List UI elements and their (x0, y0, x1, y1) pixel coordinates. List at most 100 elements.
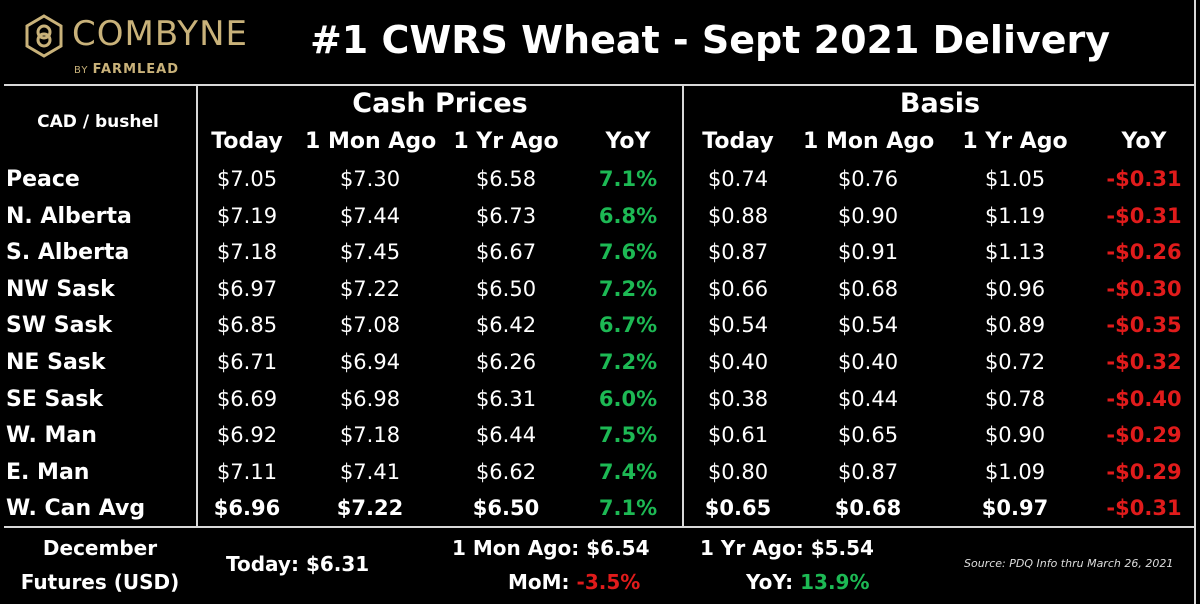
basis-cell: $1.09 (984, 459, 1046, 484)
page-title: #1 CWRS Wheat - Sept 2021 Delivery (309, 18, 1111, 62)
basis-cell: $0.80 (707, 459, 769, 484)
cash-cell: $6.58 (475, 167, 537, 191)
cash-column-header: YoY (605, 129, 651, 154)
cash-cell: 7.4% (598, 459, 658, 484)
cash-cell: $6.97 (216, 276, 278, 301)
footer-rule (4, 526, 1196, 528)
futures-yr: 1 Yr Ago: $5.54 (700, 536, 874, 560)
basis-cell: $0.54 (707, 313, 769, 338)
basis-cell: $0.65 (837, 423, 899, 448)
cash-cell: $6.26 (475, 350, 537, 374)
futures-today-value: $6.31 (305, 552, 370, 576)
cash-cell: 7.5% (598, 423, 658, 448)
cash-cell: 6.8% (598, 203, 658, 228)
basis-cell: $0.66 (707, 276, 769, 301)
cash-cell: $6.42 (475, 313, 537, 338)
basis-cell: $0.54 (837, 313, 899, 338)
divider-left (196, 86, 198, 526)
cash-cell: $6.69 (216, 386, 278, 411)
cash-cell: $7.22 (336, 496, 404, 521)
brand-by: BY (74, 65, 89, 76)
section-cash-prices: Cash Prices (352, 88, 528, 119)
basis-cell: $0.65 (704, 496, 772, 521)
futures-mom: MoM: -3.5% (508, 570, 640, 594)
source-note: Source: PDQ Info thru March 26, 2021 (964, 557, 1174, 570)
region-label: W. Man (6, 423, 97, 449)
futures-mom-value: -3.5% (576, 570, 641, 594)
basis-cell: $0.89 (984, 313, 1046, 338)
cash-cell: $7.41 (339, 459, 401, 484)
basis-cell: $0.38 (707, 386, 769, 411)
basis-cell: $0.97 (981, 496, 1049, 521)
region-label: NW Sask (6, 276, 115, 302)
basis-cell: -$0.40 (1106, 386, 1182, 411)
cash-cell: $7.11 (216, 459, 278, 484)
cash-cell: 6.0% (598, 386, 658, 411)
frame-right (1194, 0, 1196, 604)
cash-cell: $7.22 (339, 276, 401, 301)
cash-cell: $6.50 (475, 276, 537, 301)
cash-cell: $6.94 (339, 350, 401, 374)
cash-cell: $7.44 (339, 203, 401, 228)
basis-cell: $0.90 (984, 423, 1046, 448)
basis-cell: $1.13 (984, 240, 1046, 265)
futures-yoy: YoY: 13.9% (746, 570, 870, 594)
basis-cell: $0.78 (984, 386, 1046, 411)
basis-cell: -$0.29 (1106, 423, 1182, 448)
basis-cell: $0.87 (707, 240, 769, 265)
basis-column-header: 1 Yr Ago (962, 129, 1068, 154)
futures-label-line2: Futures (USD) (20, 570, 180, 594)
region-label: SE Sask (6, 386, 103, 412)
unit-label: CAD / bushel (37, 112, 159, 132)
basis-cell: $0.61 (707, 423, 769, 448)
combyne-hexagon-icon (25, 14, 63, 58)
basis-cell: -$0.31 (1106, 496, 1182, 521)
brand-sub: FARMLEAD (92, 62, 180, 77)
basis-cell: $0.40 (837, 350, 899, 374)
cash-cell: $6.44 (475, 423, 537, 448)
basis-cell: $1.05 (984, 167, 1046, 191)
section-basis: Basis (899, 88, 981, 119)
region-label: NE Sask (6, 350, 106, 375)
basis-cell: $0.76 (837, 167, 899, 191)
futures-mon: 1 Mon Ago: $6.54 (452, 536, 650, 560)
region-label: SW Sask (6, 313, 113, 339)
basis-cell: -$0.29 (1106, 459, 1182, 484)
brand-byline: BY FARMLEAD (74, 62, 179, 77)
cash-cell: $7.19 (216, 203, 278, 228)
region-label: N. Alberta (6, 203, 132, 229)
cash-cell: $6.85 (216, 313, 278, 338)
futures-mon-value: $6.54 (586, 536, 650, 560)
basis-cell: $0.91 (837, 240, 899, 265)
futures-yr-value: $5.54 (810, 536, 874, 560)
basis-cell: -$0.31 (1106, 203, 1182, 228)
basis-cell: $0.96 (984, 276, 1046, 301)
region-label: E. Man (6, 459, 90, 485)
basis-cell: $0.74 (707, 167, 769, 191)
cash-cell: $7.30 (339, 167, 401, 191)
cash-cell: $6.71 (216, 350, 278, 374)
cash-cell: $7.45 (339, 240, 401, 265)
basis-cell: $1.19 (984, 203, 1046, 228)
brand-logo: COMBYNE BY FARMLEAD (24, 6, 247, 78)
cash-cell: $7.18 (216, 240, 278, 265)
cash-cell: 7.6% (598, 240, 658, 265)
cash-cell: $6.31 (475, 386, 537, 411)
cash-cell: $6.50 (472, 496, 540, 521)
cash-cell: $6.92 (216, 423, 278, 448)
basis-column-header: YoY (1121, 129, 1167, 154)
futures-mon-label: 1 Mon Ago: (452, 536, 580, 560)
basis-cell: $0.40 (707, 350, 769, 374)
basis-cell: -$0.26 (1106, 240, 1182, 265)
region-label: S. Alberta (6, 240, 130, 266)
brand-name: COMBYNE (72, 14, 248, 54)
futures-mom-label: MoM: (508, 570, 570, 594)
cash-cell: 7.1% (598, 496, 658, 521)
basis-column-header: Today (702, 129, 774, 154)
basis-column-header: 1 Mon Ago (803, 129, 935, 154)
cash-cell: $7.18 (339, 423, 401, 448)
cash-cell: 7.2% (598, 276, 658, 301)
basis-cell: $0.44 (837, 386, 899, 411)
basis-cell: $0.72 (984, 350, 1046, 374)
basis-cell: -$0.30 (1106, 276, 1182, 301)
